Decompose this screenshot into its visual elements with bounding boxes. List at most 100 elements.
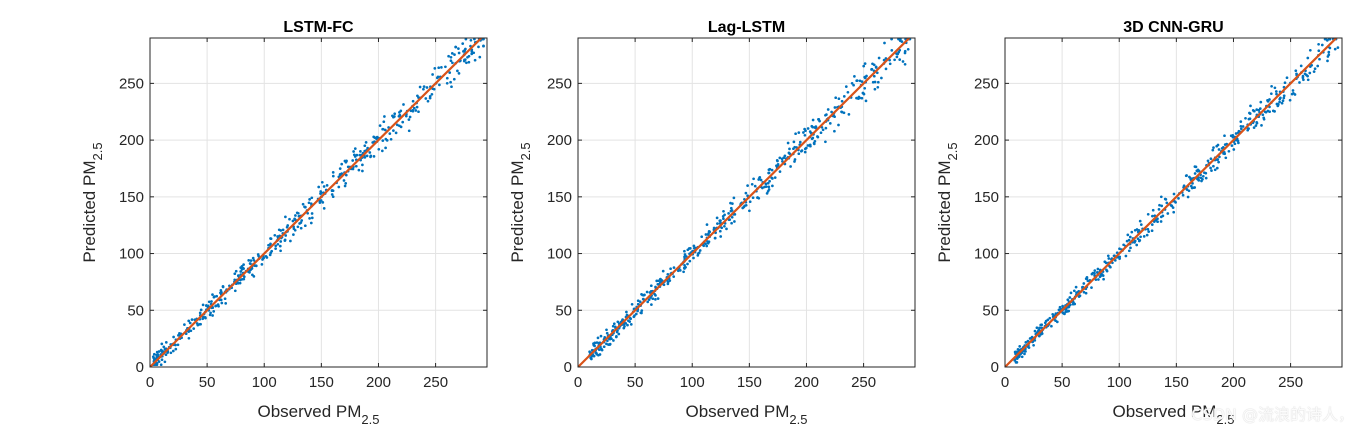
scatter-point	[650, 303, 653, 306]
scatter-point	[1150, 229, 1154, 233]
scatter-point	[789, 165, 792, 168]
watermark: CSDN @流浪的诗人，	[1191, 405, 1354, 424]
scatter-point	[647, 298, 651, 301]
scatter-point	[294, 214, 297, 217]
scatter-point	[274, 247, 277, 250]
scatter-point	[1033, 329, 1037, 333]
scatter-point	[871, 80, 875, 84]
scatter-point	[382, 120, 386, 124]
scatter-point	[1206, 159, 1210, 163]
chart-title: LSTM-FC	[283, 19, 354, 36]
scatter-point	[876, 85, 880, 89]
scatter-point	[172, 335, 175, 339]
scatter-point	[627, 319, 630, 323]
scatter-point	[748, 200, 752, 204]
scatter-point	[211, 293, 214, 296]
scatter-point	[242, 263, 245, 266]
scatter-point	[799, 149, 803, 153]
x-tick-label: 50	[199, 374, 216, 391]
scatter-point	[1233, 142, 1237, 146]
scatter-point	[1283, 81, 1287, 85]
scatter-point	[1150, 223, 1154, 226]
scatter-point	[1133, 228, 1137, 232]
scatter-point	[589, 356, 593, 360]
y-axis-label: Predicted PM2.5	[508, 142, 533, 262]
scatter-point	[344, 182, 348, 185]
scatter-point	[1313, 67, 1317, 71]
scatter-point	[767, 171, 771, 175]
scatter-point	[457, 47, 460, 50]
scatter-point	[729, 201, 732, 205]
scatter-point	[1239, 120, 1243, 123]
scatter-point	[824, 113, 827, 117]
scatter-point	[1037, 334, 1041, 338]
scatter-point	[1227, 149, 1231, 153]
scatter-point	[834, 96, 838, 100]
scatter-point	[1138, 219, 1142, 223]
scatter-point	[1124, 254, 1128, 258]
scatter-point	[1024, 341, 1028, 344]
scatter-point	[775, 164, 778, 168]
scatter-point	[593, 341, 597, 345]
axes-box	[149, 37, 488, 368]
x-tick-label: 150	[309, 374, 334, 391]
scatter-point	[814, 125, 818, 128]
scatter-point	[1275, 92, 1278, 96]
scatter-point	[269, 242, 272, 246]
scatter-point	[884, 67, 888, 71]
scatter-point	[864, 99, 868, 103]
scatter-point	[1298, 81, 1301, 84]
scatter-point	[1190, 186, 1194, 190]
scatter-point	[605, 342, 608, 346]
scatter-point	[330, 193, 334, 196]
scatter-point	[331, 195, 335, 199]
scatter-point	[383, 128, 387, 132]
scatter-point	[880, 76, 883, 80]
scatter-point	[903, 62, 907, 66]
scatter-point	[858, 79, 862, 83]
scatter-point	[1147, 230, 1151, 233]
y-axis-label: Predicted PM2.5	[80, 142, 105, 262]
scatter-point	[437, 66, 441, 70]
scatter-point	[855, 96, 858, 100]
scatter-point	[1247, 117, 1251, 121]
scatter-point	[1090, 286, 1093, 289]
scatter-point	[1285, 76, 1289, 80]
scatter-point	[322, 207, 326, 210]
scatter-point	[1171, 206, 1175, 209]
axes-box	[577, 37, 916, 368]
scatter-point	[454, 45, 458, 49]
scatter-point	[213, 295, 216, 298]
scatter-point	[1139, 223, 1143, 226]
scatter-point	[1185, 174, 1188, 177]
scatter-point	[1091, 271, 1095, 275]
scatter-point	[628, 316, 632, 320]
scatter-point	[445, 76, 449, 80]
scatter-point	[614, 325, 617, 329]
scatter-point	[797, 152, 801, 156]
scatter-point	[361, 169, 364, 173]
scatter-point	[1317, 49, 1321, 53]
scatter-point	[151, 355, 155, 359]
scatter-point	[380, 149, 384, 153]
scatter-point	[901, 60, 905, 63]
scatter-point	[718, 229, 722, 233]
scatter-point	[1172, 210, 1176, 214]
scatter-point	[672, 266, 676, 269]
scatter-point	[1230, 144, 1234, 147]
scatter-point	[219, 298, 223, 302]
scatter-point	[753, 184, 757, 188]
scatter-point	[599, 334, 603, 338]
scatter-point	[625, 310, 628, 314]
scatter-point	[249, 262, 252, 266]
scatter-point	[190, 318, 194, 321]
scatter-point	[1064, 310, 1068, 314]
scatter-point	[729, 206, 733, 210]
scatter-point	[1290, 92, 1294, 96]
scatter-point	[641, 293, 644, 297]
scatter-point	[830, 110, 833, 114]
scatter-point	[351, 159, 355, 162]
scatter-point	[633, 314, 636, 317]
scatter-point	[1234, 132, 1238, 135]
x-tick-label: 150	[737, 374, 762, 391]
